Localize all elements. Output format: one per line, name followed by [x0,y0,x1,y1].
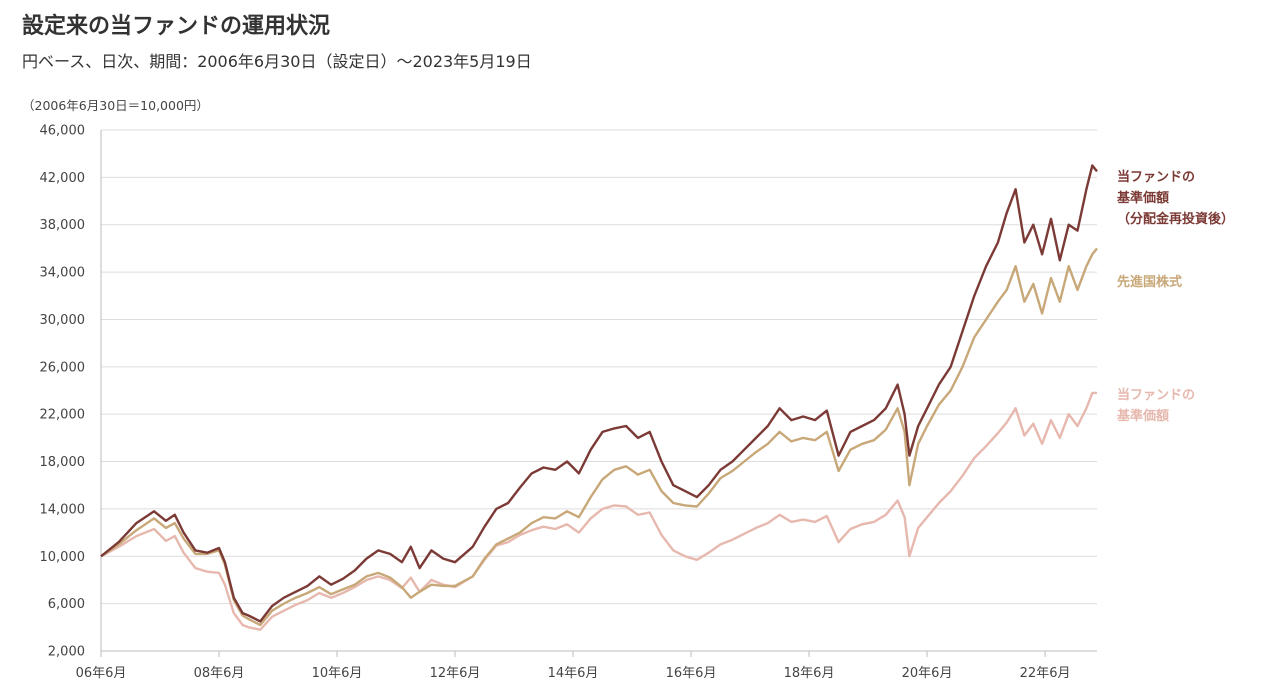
x-tick-label: 08年6月 [194,666,245,681]
y-tick-label: 22,000 [40,408,86,423]
y-tick-label: 38,000 [40,218,86,233]
y-tick-label: 18,000 [40,455,86,470]
x-tick-label: 10年6月 [312,666,363,681]
legend-developed-equities: 先進国株式 [1117,272,1182,293]
y-tick-label: 14,000 [40,502,86,517]
legend-fund-nav: 当ファンドの 基準価額 [1117,385,1195,427]
x-tick-label: 06年6月 [76,666,127,681]
x-tick-label: 22年6月 [1020,666,1071,681]
y-tick-label: 2,000 [48,645,85,660]
y-tick-label: 46,000 [40,124,86,139]
x-tick-label: 20年6月 [902,666,953,681]
series-fund-nav [100,391,1097,631]
y-tick-labels: 2,000 6,000 10,000 14,000 18,000 22,000 26,000… [40,124,86,660]
chart-title: 設定来の当ファンドの運用状況 [22,14,331,39]
series-fund-nav-reinvested [100,164,1098,623]
y-tick-label: 26,000 [40,360,86,375]
y-axis-unit-note: （2006年6月30日＝10,000円） [22,98,209,113]
y-tick-label: 42,000 [40,171,86,186]
x-tick-labels: 06年6月 08年6月 10年6月 12年6月 14年6月 16年6月 18年6月 20年6月… [76,666,1071,681]
y-tick-label: 30,000 [40,313,86,328]
legend-label-line: 当ファンドの [1117,170,1196,185]
legend-label-line: 基準価額 [1117,409,1170,424]
chart-subtitle: 円ベース、日次、期間：2006年6月30日（設定日）～2023年5月19日 [22,52,532,71]
y-tick-label: 34,000 [40,266,86,281]
x-tick-label: 18年6月 [784,666,835,681]
x-tick-label: 12年6月 [430,666,481,681]
axes [100,130,1097,657]
y-tick-label: 10,000 [40,550,86,565]
legend-fund-nav-reinvested: 当ファンドの 基準価額 （分配金再投資後） [1117,167,1234,230]
y-tick-label: 6,000 [48,597,85,612]
legend-label-line: 先進国株式 [1117,275,1183,290]
legend-label-line: 基準価額 [1117,191,1170,206]
series-developed-equities [100,247,1098,627]
x-tick-label: 14年6月 [548,666,599,681]
x-tick-label: 16年6月 [666,666,717,681]
legend-label-line: （分配金再投資後） [1117,212,1235,227]
grid-lines [101,129,1097,605]
legend-label-line: 当ファンドの [1117,388,1196,403]
series-lines [100,164,1098,631]
